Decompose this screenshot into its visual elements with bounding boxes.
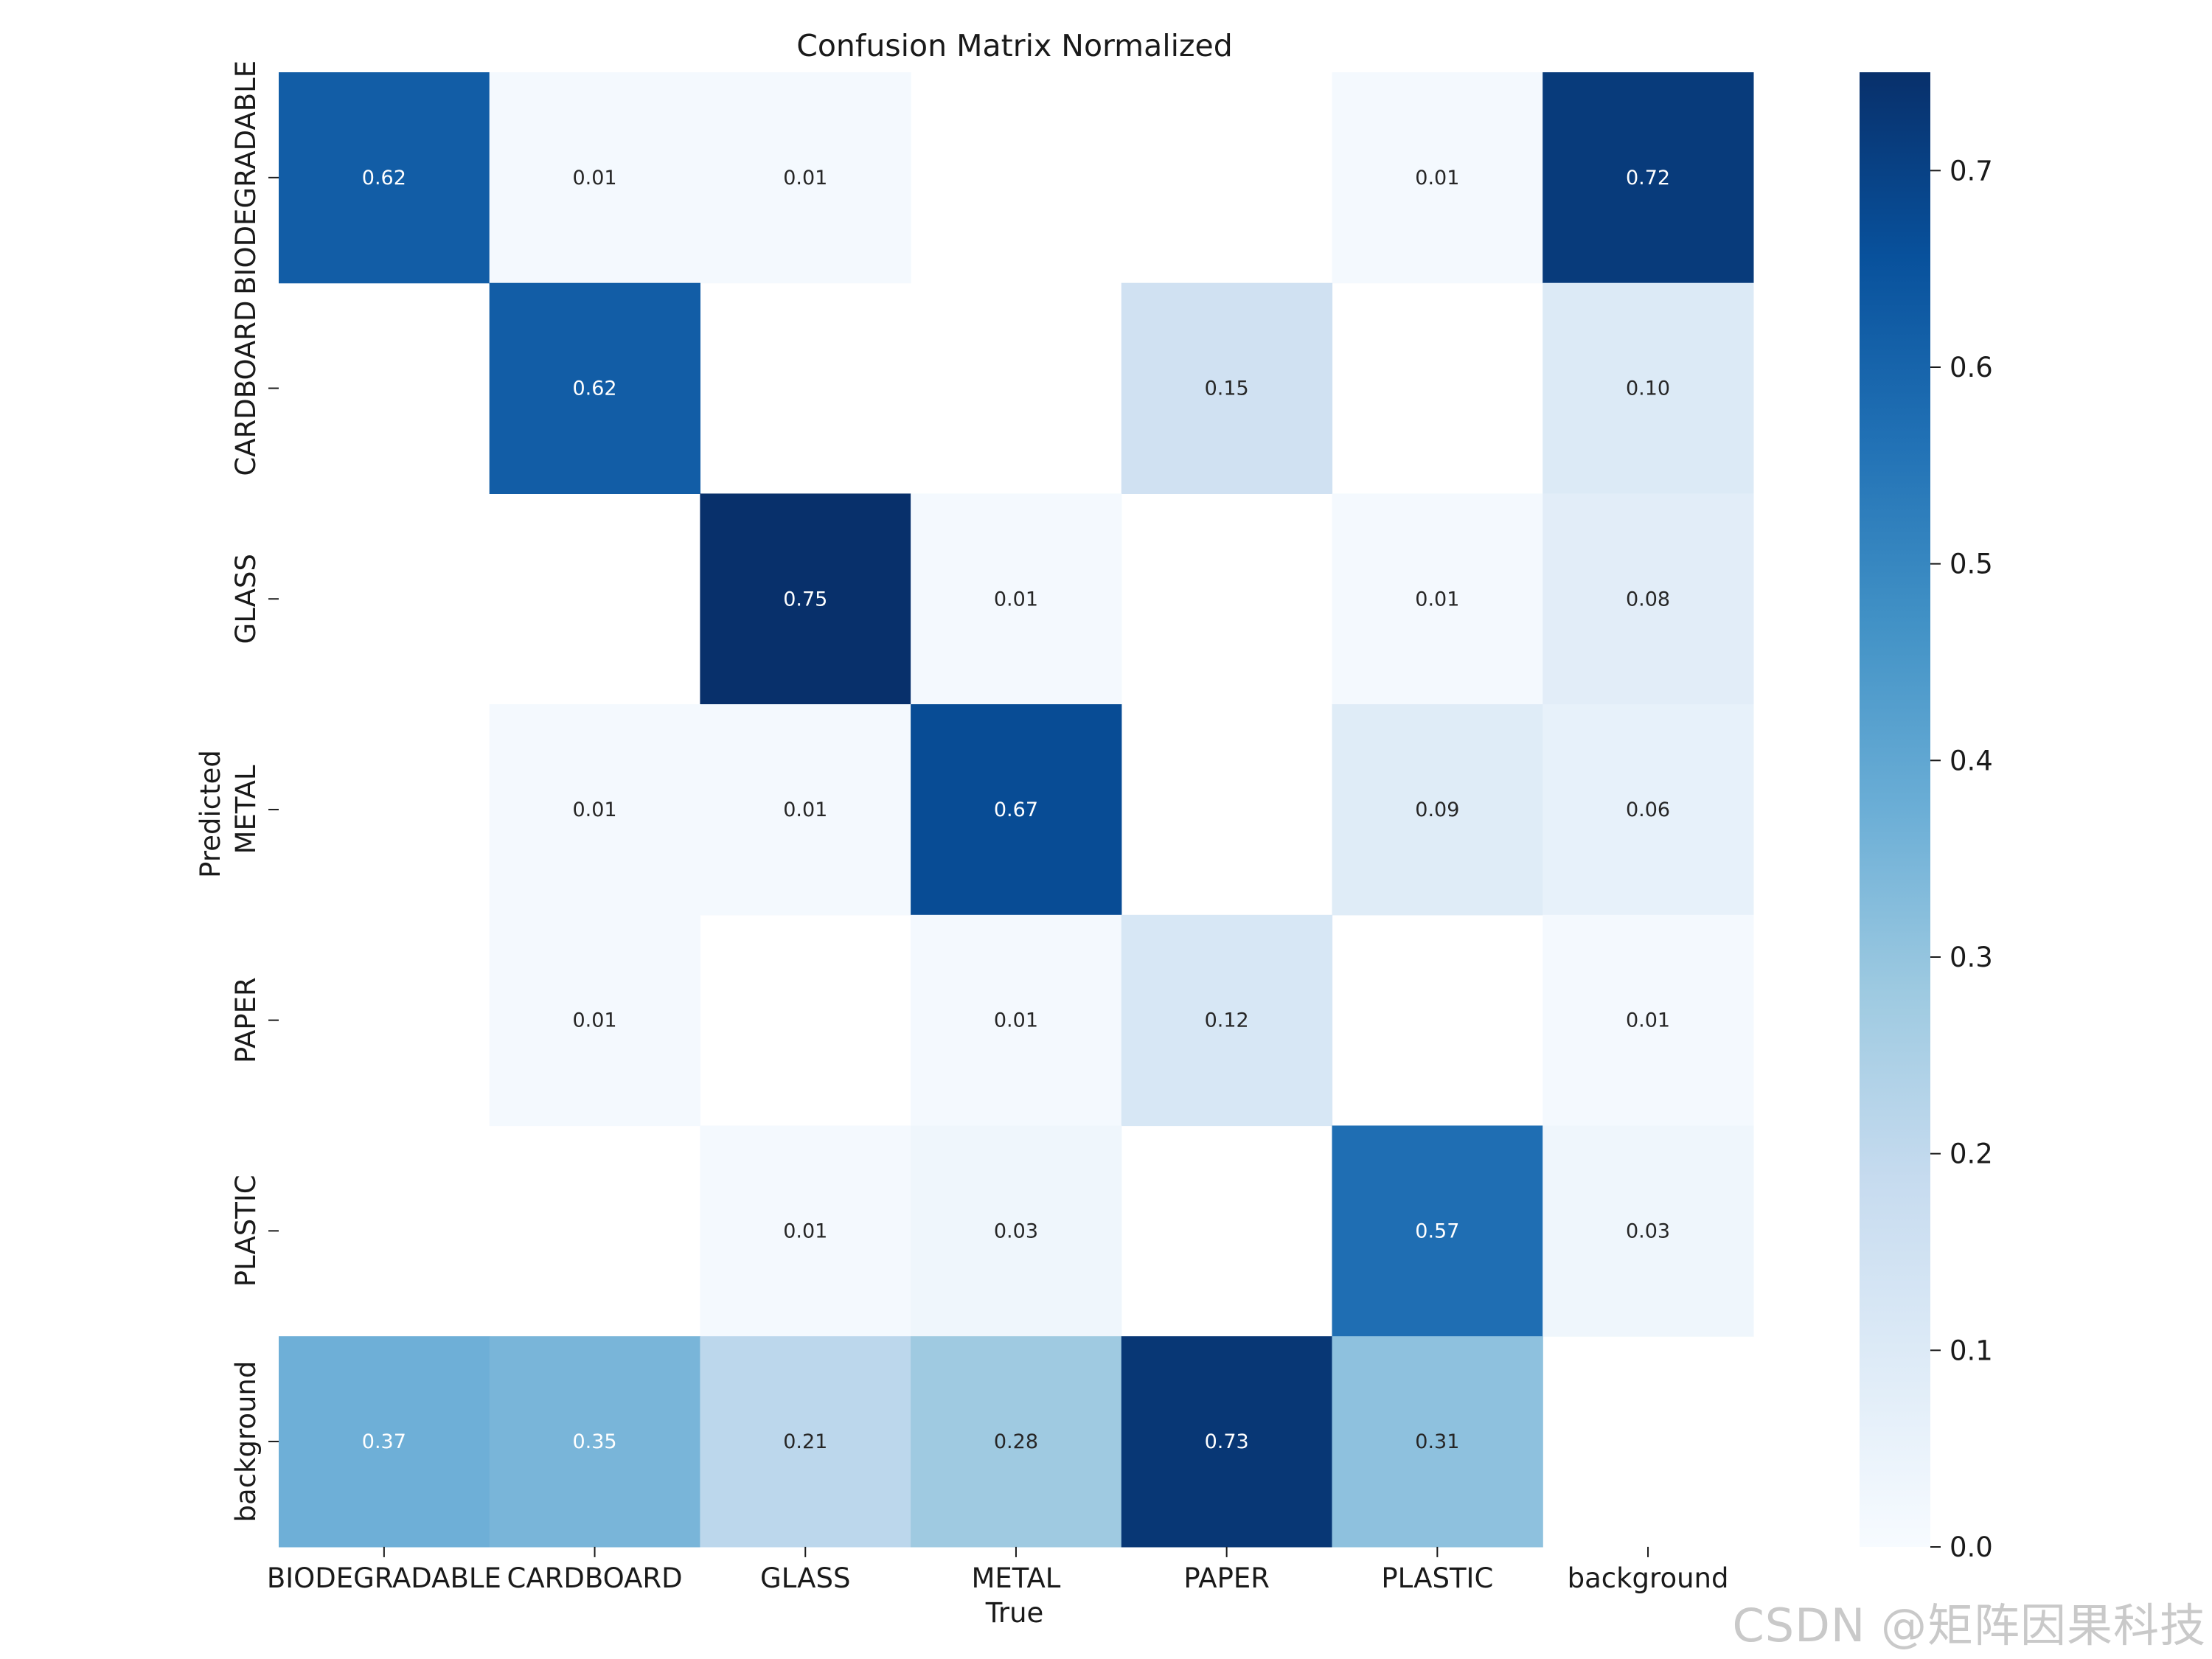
y-tick-label-4: PAPER <box>230 977 262 1063</box>
cell-value-label-r3-c3: 0.67 <box>994 799 1038 821</box>
cell-value-label-r3-c2: 0.01 <box>783 799 827 821</box>
colorbar-tick-label-5: 0.5 <box>1950 549 1993 580</box>
x-axis-label: True <box>985 1597 1044 1629</box>
cell-value-label-r0-c0: 0.62 <box>362 167 406 189</box>
y-tick-label-3: METAL <box>230 765 262 854</box>
colorbar-tick-label-0: 0.0 <box>1950 1531 1993 1563</box>
colorbar-tick-label-7: 0.7 <box>1950 155 1993 187</box>
cell-value-label-r0-c6: 0.72 <box>1626 167 1670 189</box>
heatmap-cell-r3-c2 <box>700 704 911 916</box>
cell-value-label-r2-c3: 0.01 <box>994 588 1038 611</box>
colorbar: 0.0 0.1 0.2 0.3 0.4 0.5 0.6 0.7 <box>1860 72 1993 1563</box>
colorbar-tick-label-6: 0.6 <box>1950 352 1993 383</box>
heatmap-cell-r4-c1 <box>489 914 700 1127</box>
heatmap-cell-r5-c6 <box>1543 1125 1754 1337</box>
colorbar-gradient <box>1860 72 1930 1547</box>
watermark-text: CSDN @矩阵因果科技 <box>1732 1599 2206 1652</box>
y-tick-label-6: background <box>230 1361 262 1523</box>
heatmap-cell-r2-c3 <box>911 493 1122 705</box>
y-axis-label: Predicted <box>195 750 226 878</box>
x-tick-label-3: METAL <box>971 1562 1060 1594</box>
cell-value-label-r6-c1: 0.35 <box>572 1430 616 1453</box>
heatmap-cell-r5-c3 <box>911 1125 1122 1337</box>
heatmap-cell-r4-c6 <box>1543 914 1754 1127</box>
heatmap-cell-r1-c6 <box>1543 282 1754 494</box>
cell-value-label-r4-c1: 0.01 <box>572 1009 616 1032</box>
heatmap-cells: 0.62 0.01 0.01 0.01 0.72 0.62 0.15 0.10 0.75 0.01… <box>279 72 1754 1548</box>
y-tick-label-1: CARDBOARD <box>230 301 262 476</box>
y-tick-label-0: BIODEGRADABLE <box>230 60 262 295</box>
heatmap-cell-r5-c2 <box>700 1125 911 1337</box>
cell-value-label-r4-c3: 0.01 <box>994 1009 1038 1032</box>
cell-value-label-r1-c1: 0.62 <box>572 378 616 400</box>
cell-value-label-r6-c0: 0.37 <box>362 1430 406 1453</box>
cell-value-label-r3-c6: 0.06 <box>1626 799 1670 821</box>
heatmap-cell-r2-c2 <box>700 493 911 705</box>
x-tick-label-0: BIODEGRADABLE <box>267 1562 501 1594</box>
colorbar-tick-label-4: 0.4 <box>1950 745 1993 776</box>
x-axis-ticks: BIODEGRADABLE CARDBOARD GLASS METAL PAPER PLA… <box>267 1546 1729 1594</box>
heatmap-cell-r6-c3 <box>911 1336 1122 1548</box>
heatmap-cell-r1-c1 <box>489 282 700 494</box>
x-tick-label-1: CARDBOARD <box>507 1562 683 1594</box>
heatmap-cell-r6-c4 <box>1121 1336 1333 1548</box>
x-tick-label-6: background <box>1568 1562 1729 1594</box>
heatmap-cell-r0-c6 <box>1543 72 1754 284</box>
heatmap-cell-r6-c5 <box>1332 1336 1543 1548</box>
colorbar-tick-label-1: 0.1 <box>1950 1335 1993 1366</box>
y-tick-label-5: PLASTIC <box>230 1175 262 1287</box>
heatmap-cell-r2-c6 <box>1543 493 1754 705</box>
heatmap-cell-r3-c6 <box>1543 704 1754 916</box>
x-tick-label-5: PLASTIC <box>1381 1562 1493 1594</box>
cell-value-label-r2-c6: 0.08 <box>1626 588 1670 611</box>
cell-value-label-r0-c1: 0.01 <box>572 167 616 189</box>
colorbar-tick-label-2: 0.2 <box>1950 1138 1993 1170</box>
y-axis-ticks: BIODEGRADABLE CARDBOARD GLASS METAL PAPER PLA… <box>230 60 279 1523</box>
heatmap-cell-r3-c3 <box>911 704 1122 916</box>
cell-value-label-r5-c5: 0.57 <box>1415 1220 1459 1242</box>
heatmap-cell-r1-c4 <box>1121 282 1333 494</box>
chart-title: Confusion Matrix Normalized <box>796 28 1233 63</box>
heatmap-cell-r3-c1 <box>489 704 700 916</box>
cell-value-label-r6-c4: 0.73 <box>1205 1430 1249 1453</box>
heatmap-cell-r0-c2 <box>700 72 911 284</box>
cell-value-label-r4-c6: 0.01 <box>1626 1009 1670 1032</box>
cell-value-label-r5-c6: 0.03 <box>1626 1220 1670 1242</box>
cell-value-label-r1-c4: 0.15 <box>1205 378 1249 400</box>
cell-value-label-r4-c4: 0.12 <box>1205 1009 1249 1032</box>
cell-value-label-r5-c2: 0.01 <box>783 1220 827 1242</box>
cell-value-label-r1-c6: 0.10 <box>1626 378 1670 400</box>
heatmap-cell-r0-c0 <box>279 72 490 284</box>
heatmap-cell-r4-c3 <box>911 914 1122 1127</box>
heatmap-cell-r5-c5 <box>1332 1125 1543 1337</box>
heatmap-cell-r6-c2 <box>700 1336 911 1548</box>
cell-value-label-r0-c5: 0.01 <box>1415 167 1459 189</box>
heatmap-cell-r3-c5 <box>1332 704 1543 916</box>
heatmap-cell-r4-c4 <box>1121 914 1333 1127</box>
cell-value-label-r2-c2: 0.75 <box>783 588 827 611</box>
heatmap-cell-r2-c5 <box>1332 493 1543 705</box>
cell-value-label-r3-c5: 0.09 <box>1415 799 1459 821</box>
cell-value-label-r0-c2: 0.01 <box>783 167 827 189</box>
y-tick-label-2: GLASS <box>230 554 262 644</box>
cell-value-label-r5-c3: 0.03 <box>994 1220 1038 1242</box>
heatmap-cell-r6-c1 <box>489 1336 700 1548</box>
heatmap-cell-r0-c1 <box>489 72 700 284</box>
heatmap-cell-r0-c5 <box>1332 72 1543 284</box>
cell-value-label-r3-c1: 0.01 <box>572 799 616 821</box>
cell-value-label-r6-c2: 0.21 <box>783 1430 827 1453</box>
heatmap-cell-r6-c0 <box>279 1336 490 1548</box>
cell-value-label-r6-c3: 0.28 <box>994 1430 1038 1453</box>
x-tick-label-2: GLASS <box>760 1562 850 1594</box>
colorbar-tick-label-3: 0.3 <box>1950 942 1993 973</box>
cell-value-label-r2-c5: 0.01 <box>1415 588 1459 611</box>
x-tick-label-4: PAPER <box>1183 1562 1270 1594</box>
cell-value-label-r6-c5: 0.31 <box>1415 1430 1459 1453</box>
